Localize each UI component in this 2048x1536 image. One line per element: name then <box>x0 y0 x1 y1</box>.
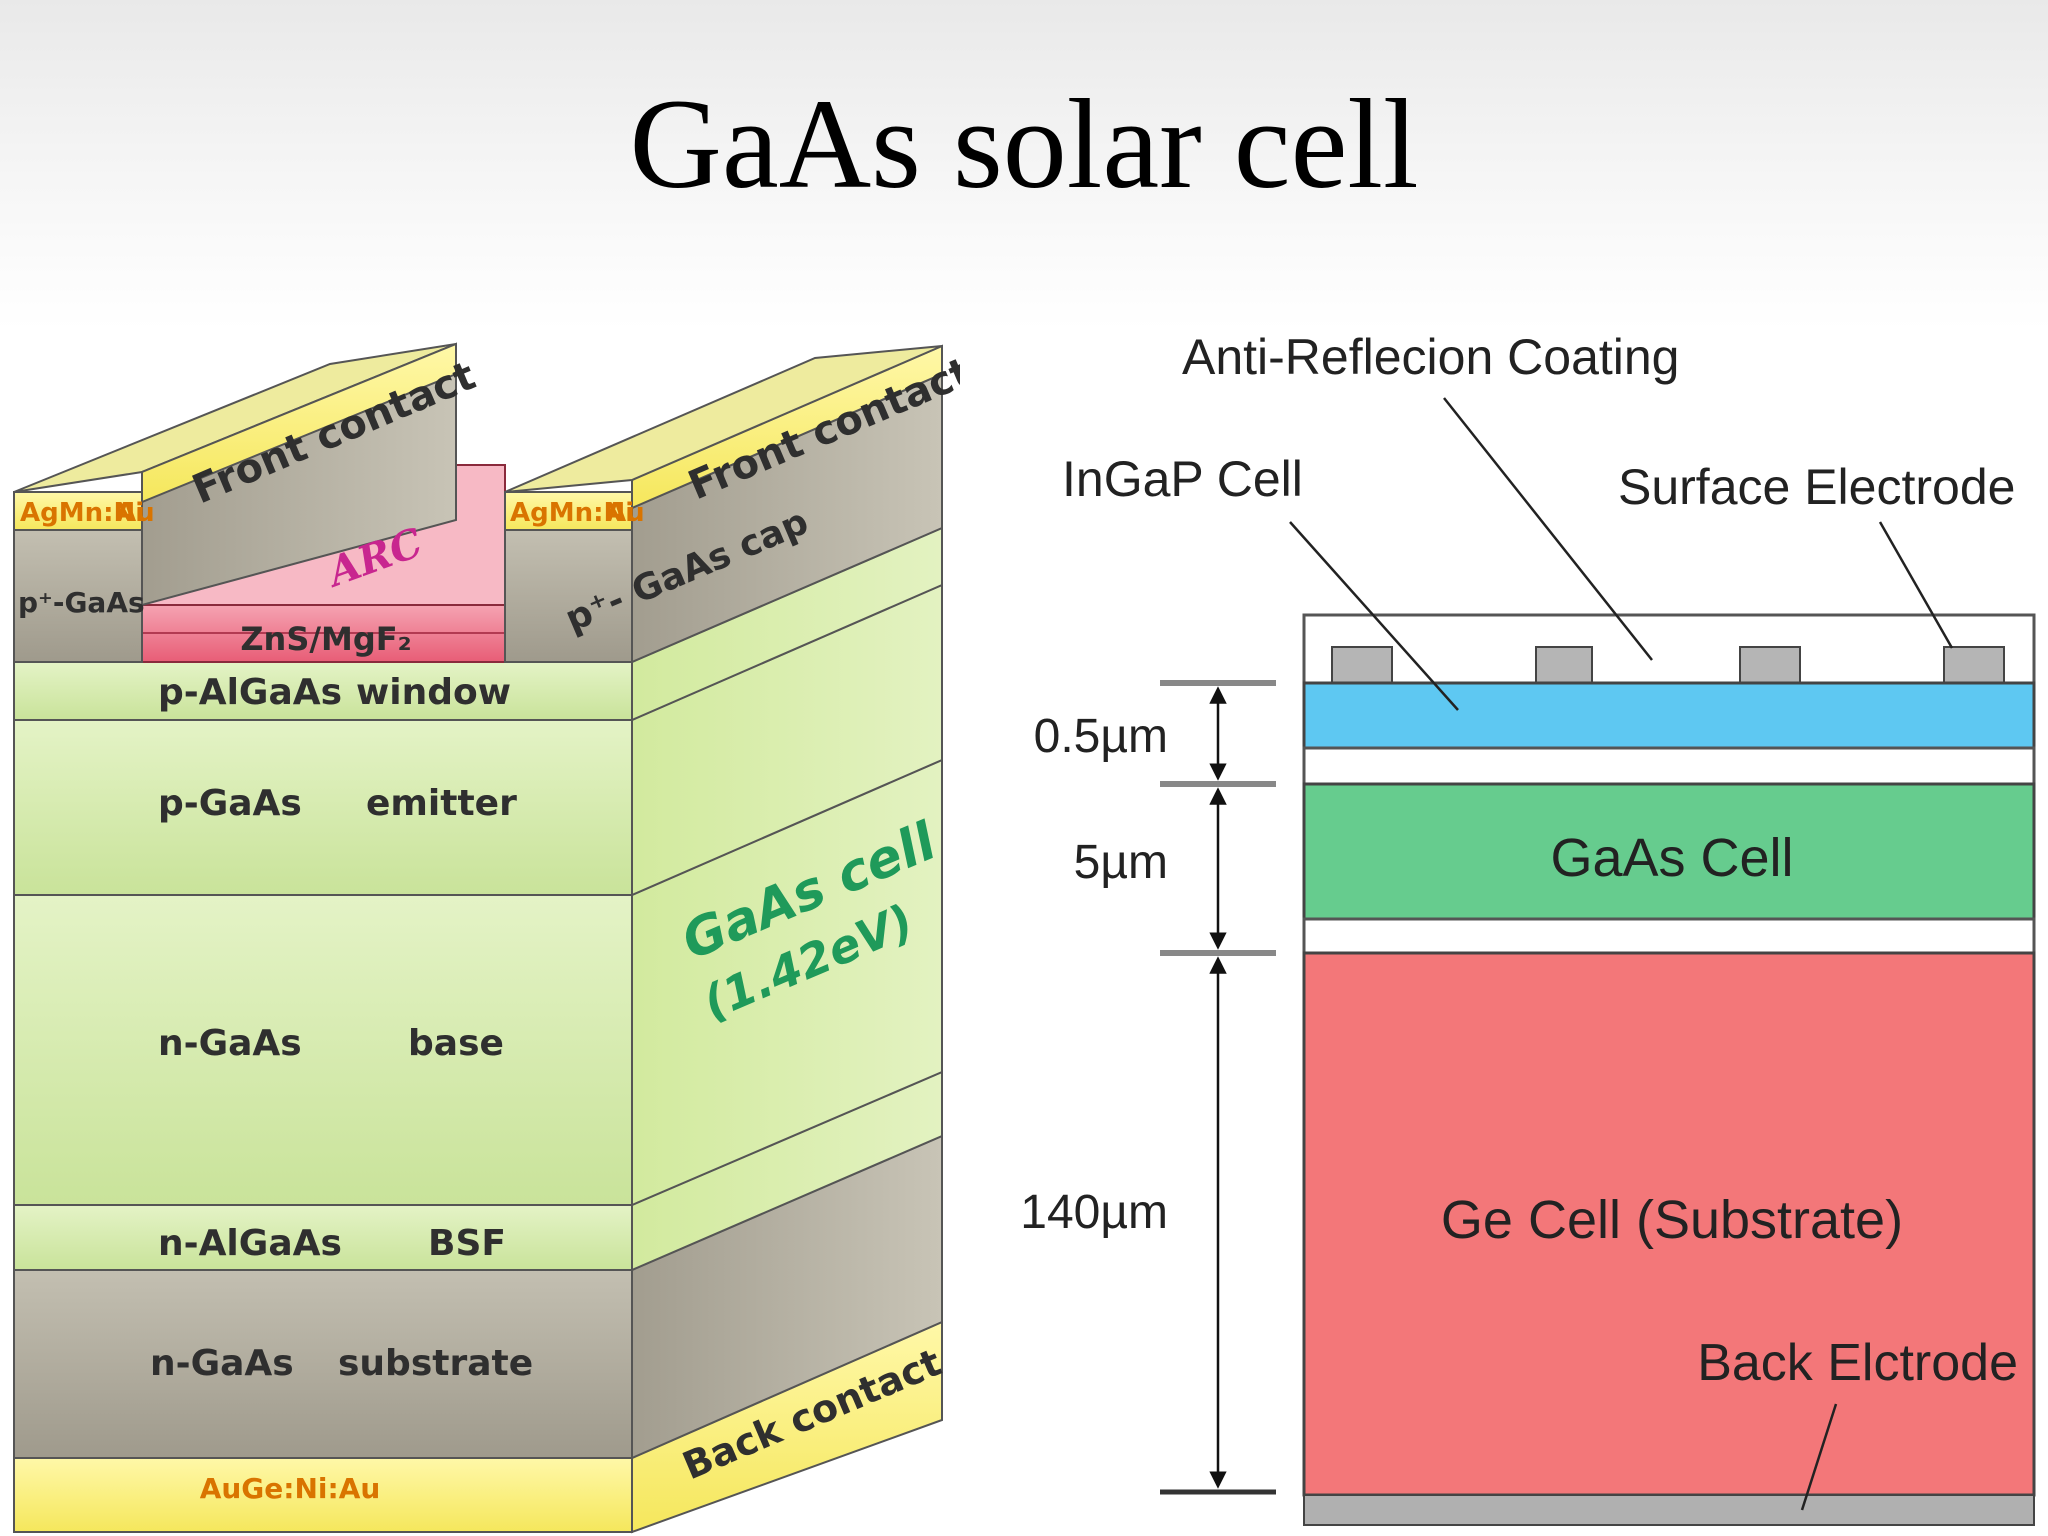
left-front-face <box>13 661 633 1533</box>
right-front-contact <box>504 345 943 663</box>
bsf-role: BSF <box>428 1223 506 1264</box>
surface-electrode-2 <box>1535 646 1593 684</box>
surface-electrode-3 <box>1739 646 1801 684</box>
surface-electrode-1 <box>1331 646 1393 684</box>
contact-metal-left-b: AgMn:Ni <box>510 498 634 528</box>
page-title: GaAs solar cell <box>629 73 1419 215</box>
contact-metal-right-b: Au <box>606 498 645 528</box>
ge-layer <box>1302 951 2036 1497</box>
contact-metal-left-a: AgMn:Ni <box>20 498 144 528</box>
back-contact-metal: AuGe:Ni:Au <box>200 1472 381 1505</box>
gaas-layer <box>1302 782 2036 921</box>
surface-electrode-label: Surface Electrode <box>1618 459 2015 515</box>
left-cell-diagram: AgMn:Ni Au AgMn:Ni Au Front contact Fron… <box>0 330 978 1536</box>
emitter-role: emitter <box>366 783 517 824</box>
substrate-material: n-GaAs <box>150 1343 294 1384</box>
arc-material-label: ZnS/MgF₂ <box>240 620 411 658</box>
base-material: n-GaAs <box>158 1023 302 1064</box>
cap-left-label: p⁺-GaAs <box>18 586 145 619</box>
ge-cell-label: Ge Cell (Substrate) <box>1441 1190 1903 1250</box>
window-role: window <box>356 672 511 713</box>
ingap-layer <box>1302 681 2036 750</box>
back-electrode <box>1303 1494 2035 1526</box>
back-electrode-label: Back Elctrode <box>1697 1334 2018 1392</box>
dim-ingap: 0.5µm <box>1034 710 1168 763</box>
surface-electrode-4 <box>1943 646 2005 684</box>
right-cell-diagram: 0.5µm 5µm 140µm Anti-Reflecion Coating I… <box>960 329 2048 1536</box>
left-front-contact <box>13 342 457 663</box>
dim-gaas: 5µm <box>1074 836 1168 889</box>
base-role: base <box>408 1023 504 1064</box>
bsf-material: n-AlGaAs <box>158 1223 342 1264</box>
ingap-label: InGaP Cell <box>1062 451 1303 507</box>
leader-lines <box>1289 397 1954 1511</box>
substrate-role: substrate <box>338 1343 533 1384</box>
contact-metal-right-a: Au <box>116 498 155 528</box>
anti-reflection-layer <box>1302 613 2036 687</box>
window-material: p-AlGaAs <box>158 672 342 713</box>
emitter-material: p-GaAs <box>158 783 302 824</box>
left-side-face <box>631 344 943 1534</box>
dimension-ticks <box>1160 680 1276 1495</box>
gaas-cell-label-right: GaAs Cell <box>1550 828 1793 888</box>
dim-ge: 140µm <box>1020 1186 1168 1239</box>
anti-reflection-label: Anti-Reflecion Coating <box>1182 329 1680 385</box>
